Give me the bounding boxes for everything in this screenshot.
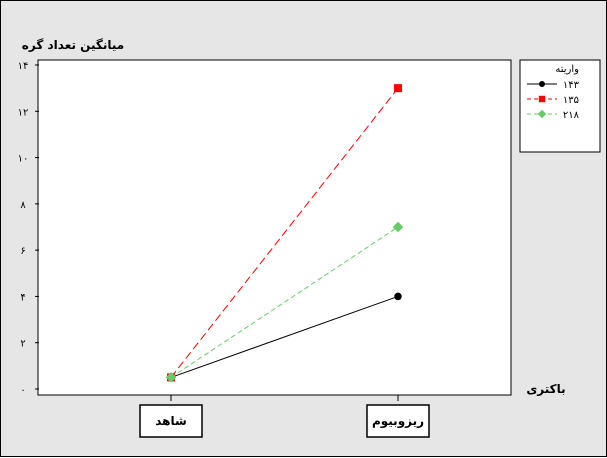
- x-category-box: [366, 404, 430, 438]
- plot-area: [37, 59, 512, 396]
- series-line: [170, 226, 399, 378]
- y-tick-label: ۰: [20, 385, 25, 396]
- x-category-label: شاهد: [155, 414, 187, 428]
- y-tick-label: ۴: [20, 292, 25, 303]
- x-category-box: [139, 404, 203, 438]
- x-axis-title: باکتری: [526, 382, 565, 396]
- legend-items: ۱۴۳ ۱۳۵ ۲۱۸: [527, 80, 580, 121]
- legend: واریته ۱۴۳ ۱۳۵ ۲۱۸: [519, 59, 601, 153]
- legend-box: [519, 59, 601, 153]
- y-tick-label: ۸: [20, 200, 26, 211]
- legend-label: ۱۳۵: [563, 95, 579, 106]
- y-axis-title: میانگین تعداد گره: [22, 38, 124, 52]
- data-point-circle: [394, 292, 402, 301]
- y-tick-label: ۲: [20, 339, 25, 350]
- series-layer: [165, 84, 404, 383]
- y-tick-label: ۶: [20, 246, 25, 257]
- y-tick-label: ۱۴: [18, 61, 29, 72]
- legend-item: ۲۱۸: [527, 109, 580, 121]
- legend-item: ۱۴۳: [527, 80, 580, 91]
- series-2: [165, 221, 404, 383]
- legend-label: ۲۱۸: [563, 110, 580, 121]
- x-axis-categories: شاهد ریزوبیوم: [139, 395, 430, 438]
- legend-item: ۱۳۵: [527, 95, 579, 106]
- y-tick-label: ۱۲: [18, 107, 29, 118]
- data-point-diamond: [537, 109, 547, 119]
- legend-label: ۱۴۳: [563, 80, 580, 91]
- y-axis-ticks: ۰ ۲ ۴ ۶ ۸ ۱۰ ۱۲ ۱۴: [18, 61, 39, 396]
- data-point-diamond: [392, 221, 404, 233]
- legend-title: واریته: [555, 64, 579, 75]
- series-line: [170, 87, 399, 378]
- x-category-label: ریزوبیوم: [372, 414, 424, 429]
- data-point-diamond: [165, 372, 177, 383]
- y-tick-label: ۱۰: [18, 154, 29, 165]
- data-point-square: [538, 95, 546, 103]
- series-line: [170, 295, 399, 378]
- data-point-circle: [539, 81, 545, 87]
- data-point-square: [394, 84, 402, 93]
